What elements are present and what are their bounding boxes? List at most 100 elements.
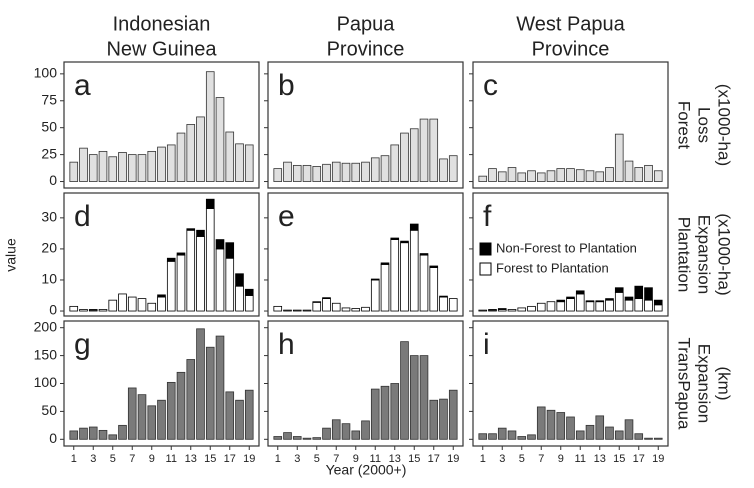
bar-segment	[556, 301, 566, 312]
bar-segment	[653, 304, 663, 312]
bar	[575, 430, 585, 440]
bar	[147, 405, 157, 440]
column-title: Papua	[337, 13, 396, 35]
bar	[205, 71, 215, 182]
x-tick-label: 1	[275, 453, 281, 465]
bar	[566, 168, 575, 182]
x-tick-label: 3	[294, 453, 300, 465]
x-tick-label: 11	[370, 453, 381, 465]
row-label: Plantation	[675, 217, 694, 293]
bar	[624, 419, 634, 440]
bar	[517, 172, 527, 182]
bar	[341, 162, 351, 182]
bar-segment	[595, 300, 605, 303]
legend-swatch	[479, 242, 492, 256]
panel-letter: h	[278, 328, 295, 361]
bar	[176, 132, 186, 182]
bar-segment	[331, 302, 341, 312]
panel-letter: a	[74, 69, 91, 102]
bar-segment	[225, 242, 235, 259]
bar-segment	[322, 297, 331, 300]
bar-segment	[244, 288, 254, 296]
x-tick-label: 3	[499, 453, 505, 465]
x-axis-label: Year (2000+)	[326, 462, 407, 478]
bar	[273, 168, 283, 182]
bar-segment	[585, 300, 595, 303]
row-label: Loss	[695, 107, 714, 143]
y-tick-label: 100	[34, 374, 58, 390]
x-tick-label: 17	[224, 453, 236, 465]
bar-segment	[419, 253, 429, 256]
bar-segment	[429, 265, 439, 268]
bar	[322, 163, 331, 182]
bar	[556, 412, 566, 440]
bar	[205, 346, 215, 440]
bar	[137, 154, 147, 182]
column-title: New Guinea	[106, 38, 217, 60]
x-tick-label: 11	[575, 453, 586, 465]
bar	[497, 171, 507, 182]
x-tick-label: 5	[110, 453, 116, 465]
bar	[400, 341, 409, 440]
bar	[196, 116, 205, 182]
bar	[546, 409, 556, 440]
x-tick-label: 5	[519, 453, 525, 465]
bar	[108, 434, 118, 440]
panel-letter: f	[483, 200, 492, 233]
y-tick-label: 10	[41, 271, 57, 287]
bar	[507, 167, 517, 182]
bar	[605, 426, 614, 440]
bar	[235, 143, 244, 182]
legend-label: Non-Forest to Plantation	[496, 240, 637, 255]
bar-segment	[624, 296, 634, 301]
bar-segment	[448, 298, 458, 312]
bar-segment	[215, 248, 225, 312]
x-tick-label: 5	[314, 453, 320, 465]
x-tick-label: 19	[243, 453, 255, 465]
bar-segment	[176, 254, 186, 312]
bar	[478, 175, 488, 182]
bar-segment	[527, 305, 536, 312]
panel-border	[63, 192, 260, 317]
bar	[478, 433, 488, 440]
bar-segment	[157, 296, 166, 312]
x-tick-label: 15	[204, 453, 216, 465]
bar	[409, 128, 419, 182]
bar	[653, 437, 663, 440]
bar	[312, 437, 322, 440]
bar-segment	[108, 299, 118, 312]
bar-segment	[575, 290, 585, 295]
bar-segment	[118, 293, 127, 312]
bar	[88, 426, 98, 440]
bar-segment	[478, 309, 488, 312]
y-tick-label: 25	[41, 145, 57, 161]
bar	[614, 430, 624, 440]
bar-segment	[361, 306, 370, 312]
bar	[118, 152, 127, 182]
x-tick-label: 15	[408, 453, 420, 465]
bar	[624, 160, 634, 182]
bar-segment	[585, 301, 595, 312]
bar-segment	[69, 305, 79, 312]
bar-segment	[147, 302, 157, 312]
panel-border	[63, 61, 260, 189]
row-label: (km)	[715, 367, 734, 401]
bar-segment	[390, 239, 400, 312]
bar	[215, 335, 225, 440]
bar	[634, 433, 644, 440]
x-tick-label: 7	[333, 453, 339, 465]
bar-segment	[439, 295, 448, 298]
bar	[556, 168, 566, 182]
bar	[127, 154, 137, 182]
bar-segment	[79, 309, 88, 312]
panel-border	[472, 61, 669, 189]
bar	[653, 170, 663, 182]
bar-segment	[653, 299, 663, 306]
bar-segment	[186, 228, 196, 231]
bar	[331, 419, 341, 440]
bar	[409, 355, 419, 440]
bar	[186, 359, 196, 440]
row-label: (x1000-ha)	[715, 84, 734, 166]
y-tick-label: 0	[49, 172, 57, 188]
